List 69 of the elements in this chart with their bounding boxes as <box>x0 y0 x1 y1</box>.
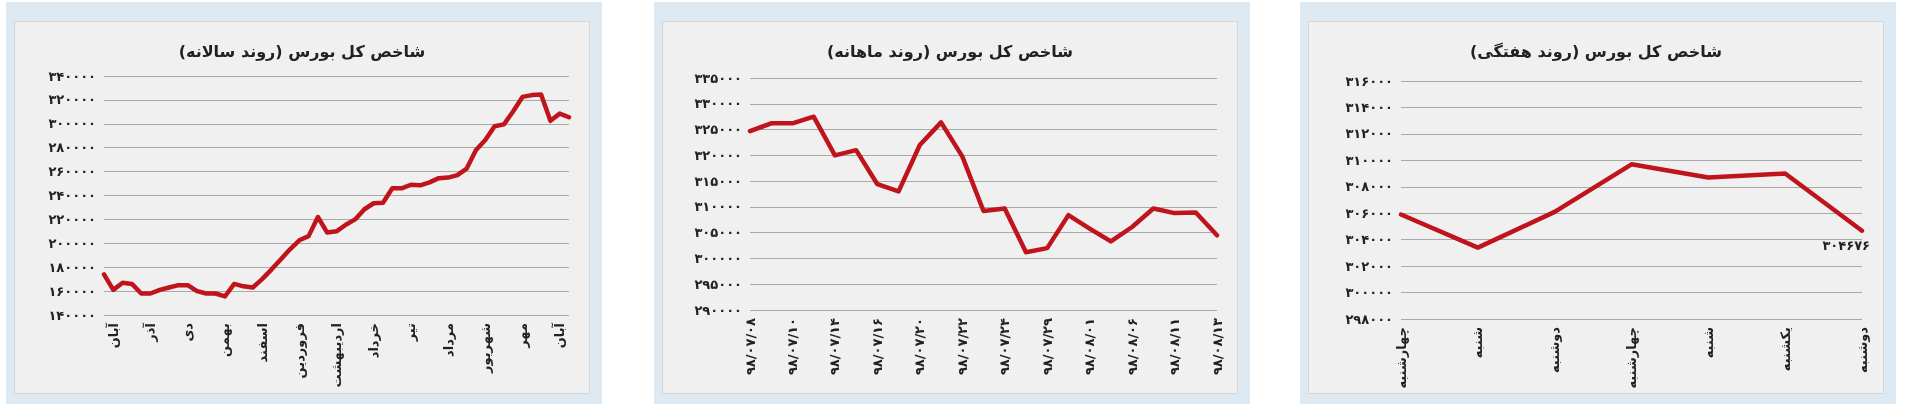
x-tick-label: ۹۸/۰۷/۰۸ <box>742 317 758 376</box>
x-tick-label: ۹۸/۰۷/۱۴ <box>827 317 843 376</box>
x-tick-label: ۹۸/۰۷/۲۹ <box>1039 317 1055 376</box>
y-tick-label: ۳۲۰۰۰۰ <box>694 147 742 163</box>
y-tick-label: ۲۰۰۰۰۰ <box>48 235 96 251</box>
y-tick-label: ۳۰۰۰۰۰ <box>48 116 96 132</box>
x-tick-label: شنبه <box>1470 327 1486 359</box>
x-tick-label: مرداد <box>440 323 456 357</box>
data-label: ۳۰۴۶۷۶ <box>1822 237 1870 253</box>
x-tick-label: چهارشنبه <box>1624 327 1639 389</box>
y-tick-label: ۲۴۰۰۰۰ <box>48 188 96 203</box>
y-tick-label: ۳۰۴۰۰۰ <box>1345 232 1393 248</box>
x-tick-label: اردیبهشت <box>329 323 344 388</box>
x-tick-label: ۹۸/۰۷/۲۲ <box>954 317 970 376</box>
line-series <box>747 114 1220 255</box>
x-tick-label: مهر <box>515 323 530 349</box>
x-tick-label: فروردین <box>291 323 307 379</box>
y-tick-label: ۳۰۸۰۰۰ <box>1345 179 1393 195</box>
chart-title: شاخص کل بورس (روند سالانه) <box>178 41 426 61</box>
x-tick-label: یکشنبه <box>1777 327 1793 372</box>
y-tick-label: ۲۹۵۰۰۰ <box>694 276 742 292</box>
y-tick-label: ۳۱۰۰۰۰ <box>694 199 742 215</box>
y-tick-label: ۲۸۰۰۰۰ <box>48 140 96 156</box>
y-tick-label: ۱۸۰۰۰۰ <box>48 259 96 275</box>
y-tick-label: ۲۹۰۰۰۰ <box>694 302 742 318</box>
x-tick-label: ۹۸/۰۸/۰۶ <box>1124 318 1140 376</box>
y-tick-label: ۳۱۲۰۰۰ <box>1345 126 1393 142</box>
x-tick-label: ۹۸/۰۷/۱۰ <box>784 318 800 376</box>
y-tick-label: ۳۲۰۰۰۰ <box>48 92 96 108</box>
x-tick-label: ۹۸/۰۸/۱۳ <box>1209 317 1225 376</box>
y-tick-label: ۳۴۰۰۰۰ <box>48 68 96 84</box>
x-tick-label: خرداد <box>366 323 382 359</box>
x-tick-label: بهمن <box>217 323 233 357</box>
line-series <box>101 92 572 299</box>
x-tick-label: شنبه <box>1700 327 1716 359</box>
y-tick-label: ۲۹۸۰۰۰ <box>1345 311 1393 327</box>
x-tick-label: ۹۸/۰۷/۱۶ <box>869 318 885 376</box>
y-tick-label: ۳۳۵۰۰۰ <box>694 70 742 86</box>
y-tick-label: ۳۱۰۰۰۰ <box>1345 152 1393 168</box>
x-tick-label: اسفند <box>254 323 270 363</box>
x-tick-label: شهریور <box>477 323 493 374</box>
x-tick-label: ۹۸/۰۸/۱۱ <box>1167 318 1183 376</box>
y-tick-label: ۳۱۶۰۰۰ <box>1345 73 1393 89</box>
x-tick-label: ۹۸/۰۷/۲۰ <box>912 318 928 376</box>
x-tick-label: آذر <box>142 322 158 343</box>
x-tick-label: دوشنبه <box>1854 326 1870 374</box>
y-tick-label: ۳۱۵۰۰۰ <box>694 173 742 189</box>
y-tick-label: ۲۶۰۰۰۰ <box>48 164 96 180</box>
y-tick-label: ۲۲۰۰۰۰ <box>48 211 96 227</box>
y-tick-label: ۱۴۰۰۰۰ <box>48 307 96 323</box>
x-tick-label: ۹۸/۰۷/۲۴ <box>997 317 1013 376</box>
y-tick-label: ۳۰۰۰۰۰ <box>694 250 742 266</box>
y-tick-label: ۳۱۴۰۰۰ <box>1345 99 1393 115</box>
x-tick-label: چهارشنبه <box>1393 327 1409 389</box>
x-tick-label: آبان <box>104 322 121 349</box>
y-tick-label: ۳۰۲۰۰۰ <box>1345 258 1393 274</box>
x-tick-label: آبان <box>551 322 568 349</box>
y-tick-label: ۳۰۰۰۰۰ <box>1345 285 1393 301</box>
chart-title: شاخص کل بورس (روند هفتگی) <box>1470 41 1722 61</box>
x-tick-label: ۹۸/۰۸/۰۱ <box>1082 318 1098 376</box>
y-tick-label: ۳۳۰۰۰۰ <box>694 96 742 112</box>
y-tick-label: ۱۶۰۰۰۰ <box>48 283 96 299</box>
chart-title: شاخص کل بورس (روند ماهانه) <box>826 41 1074 61</box>
x-tick-label: تیر <box>403 323 419 343</box>
y-tick-label: ۳۰۶۰۰۰ <box>1345 205 1393 221</box>
x-tick-label: دی <box>180 322 196 342</box>
y-tick-label: ۳۰۵۰۰۰ <box>694 225 742 241</box>
x-tick-label: دوشنبه <box>1547 326 1563 374</box>
y-tick-label: ۳۲۵۰۰۰ <box>694 122 742 138</box>
